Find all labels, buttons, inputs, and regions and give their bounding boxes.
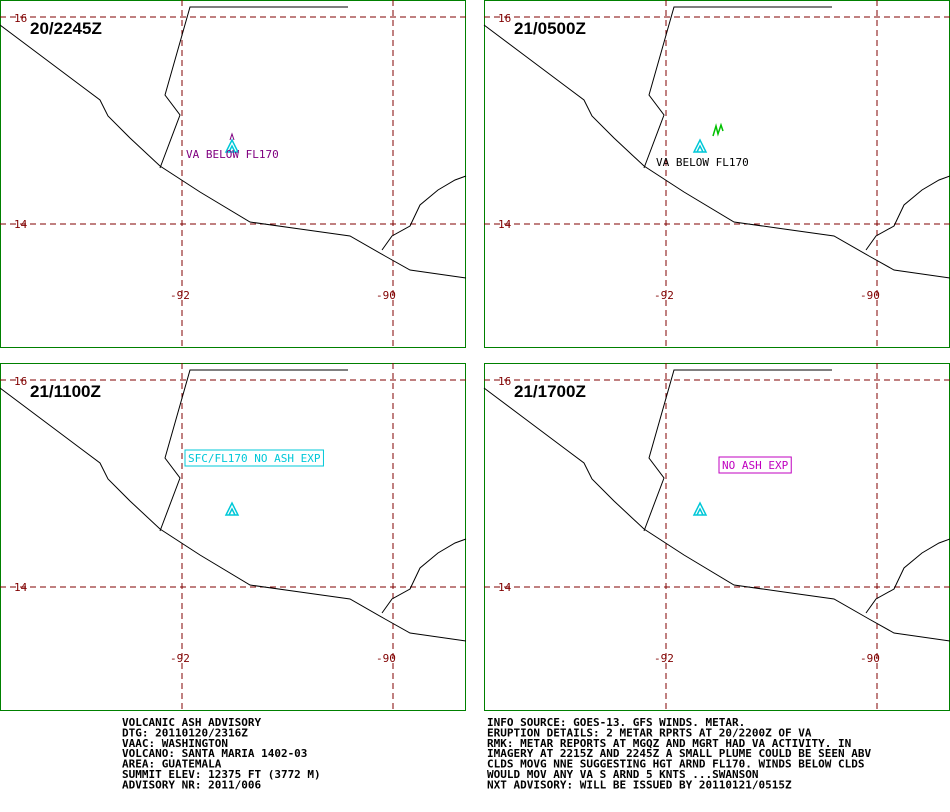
coastline: [381, 175, 467, 251]
ash-annotation: SFC/FL170 NO ASH EXP: [188, 452, 321, 465]
ash-annotation: VA BELOW FL170: [186, 148, 279, 161]
panel-frame: [484, 363, 950, 711]
panel-frame: [0, 0, 466, 348]
valid-time: 21/1100Z: [30, 382, 101, 401]
lat-label: 16: [14, 12, 27, 25]
lon-label: -92: [170, 289, 190, 302]
advisory-line: ADVISORY NR: 2011/006: [122, 778, 261, 791]
lon-label: -92: [170, 652, 190, 665]
advisory-line: AREA: GUATEMALA: [122, 758, 222, 771]
advisory-line: NXT ADVISORY: WILL BE ISSUED BY 20110121…: [487, 778, 792, 791]
coastline: [643, 6, 832, 169]
advisory-line: INFO SOURCE: GOES-13. GFS WINDS. METAR.: [487, 716, 745, 729]
advisory-line: DTG: 20110120/2316Z: [122, 726, 248, 739]
advisory-line: ERUPTION DETAILS: 2 METAR RPRTS AT 20/22…: [487, 726, 812, 739]
ash-annotation: VA BELOW FL170: [656, 156, 749, 169]
coastline: [159, 6, 348, 169]
lon-label: -92: [654, 289, 674, 302]
volcano-icon: [224, 138, 240, 153]
lat-label: 14: [498, 218, 512, 231]
lat-label: 14: [14, 218, 28, 231]
advisory-line: RMK: METAR REPORTS AT MGQZ AND MGRT HAD …: [487, 737, 851, 750]
valid-time: 21/1700Z: [514, 382, 586, 401]
advisory-line: VAAC: WASHINGTON: [122, 737, 228, 750]
volcano-icon: [224, 501, 240, 516]
ash-plume: [712, 122, 724, 137]
advisory-line: CLDS MOVG NNE SUGGESTING HGT ARND FL170.…: [487, 758, 865, 771]
advisory-line: SUMMIT ELEV: 12375 FT (3772 M): [122, 768, 321, 781]
panel-frame: [0, 363, 466, 711]
ash-plume: [229, 132, 235, 141]
advisory-line: WOULD MOV ANY VA S ARND 5 KNTS ...SWANSO…: [487, 768, 759, 781]
coastline: [483, 24, 950, 279]
advisory-line: VOLCANIC ASH ADVISORY: [122, 716, 261, 729]
map-panel: 16 14 -92 -90 21/1100Z SFC/FL170 NO ASH EXP: [0, 363, 467, 711]
volcano-icon: [692, 138, 708, 153]
coastline: [865, 538, 950, 614]
coastline: [381, 538, 467, 614]
lat-label: 16: [498, 375, 511, 388]
coastline: [643, 369, 832, 532]
lat-label: 16: [14, 375, 27, 388]
advisory-line: VOLCANO: SANTA MARIA 1402-03: [122, 747, 307, 760]
advisory-line: IMAGERY AT 2215Z AND 2245Z A SMALL PLUME…: [487, 747, 871, 760]
lon-label: -90: [860, 652, 880, 665]
lon-label: -90: [860, 289, 880, 302]
coastline: [159, 369, 348, 532]
lon-label: -90: [376, 652, 396, 665]
lon-label: -92: [654, 652, 674, 665]
coastline: [483, 387, 950, 642]
lat-label: 14: [14, 581, 28, 594]
annotation-box: [184, 449, 324, 467]
lat-label: 14: [498, 581, 512, 594]
valid-time: 21/0500Z: [514, 19, 586, 38]
map-panel: 16 14 -92 -90 20/2245Z VA BELOW FL170: [0, 0, 467, 348]
volcano-icon: [692, 501, 708, 516]
coastline: [0, 24, 467, 279]
annotation-box: [718, 456, 792, 474]
lat-label: 16: [498, 12, 511, 25]
map-panel: 16 14 -92 -90 21/1700Z NO ASH EXP: [483, 363, 950, 711]
valid-time: 20/2245Z: [30, 19, 102, 38]
lon-label: -90: [376, 289, 396, 302]
panel-frame: [484, 0, 950, 348]
coastline: [0, 387, 467, 642]
ash-annotation: NO ASH EXP: [722, 459, 789, 472]
map-panel: 16 14 -92 -90 21/0500Z VA BELOW FL170: [483, 0, 950, 348]
coastline: [865, 175, 950, 251]
